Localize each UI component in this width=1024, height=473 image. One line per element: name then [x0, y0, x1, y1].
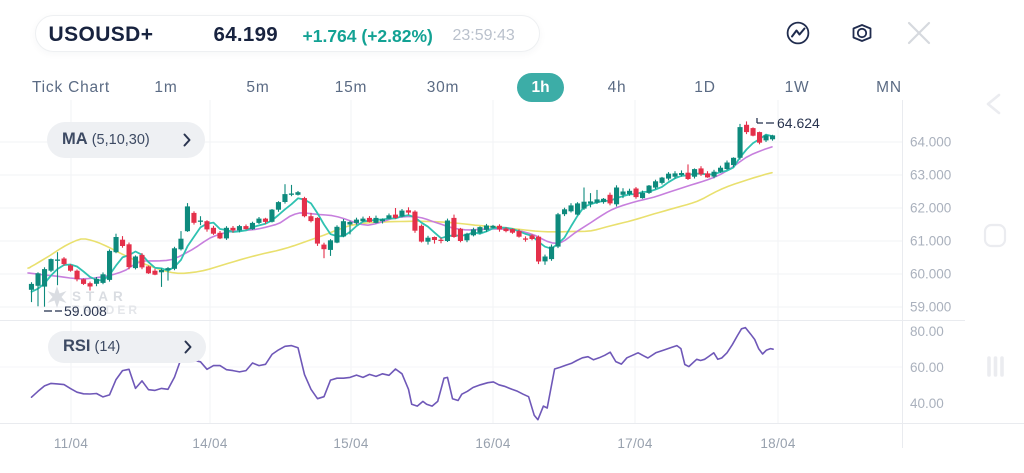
svg-text:63.000: 63.000	[910, 168, 951, 183]
svg-text:TRADER: TRADER	[72, 303, 140, 317]
svg-text:60.000: 60.000	[910, 267, 951, 282]
svg-text:17/04: 17/04	[617, 436, 652, 451]
svg-text:11/04: 11/04	[54, 436, 88, 451]
svg-text:18/04: 18/04	[760, 436, 795, 451]
svg-text:14/04: 14/04	[192, 436, 227, 451]
svg-text:59.000: 59.000	[910, 300, 951, 315]
svg-text:61.000: 61.000	[910, 234, 951, 249]
svg-text:59.008: 59.008	[64, 303, 107, 319]
svg-text:40.00: 40.00	[910, 396, 944, 411]
svg-text:62.000: 62.000	[910, 201, 951, 216]
svg-text:STAR: STAR	[72, 289, 128, 304]
svg-text:64.000: 64.000	[910, 135, 951, 150]
svg-text:60.00: 60.00	[910, 360, 944, 375]
svg-text:15/04: 15/04	[333, 436, 368, 451]
svg-text:64.624: 64.624	[777, 115, 820, 131]
svg-text:80.00: 80.00	[910, 324, 944, 339]
svg-text:16/04: 16/04	[475, 436, 510, 451]
